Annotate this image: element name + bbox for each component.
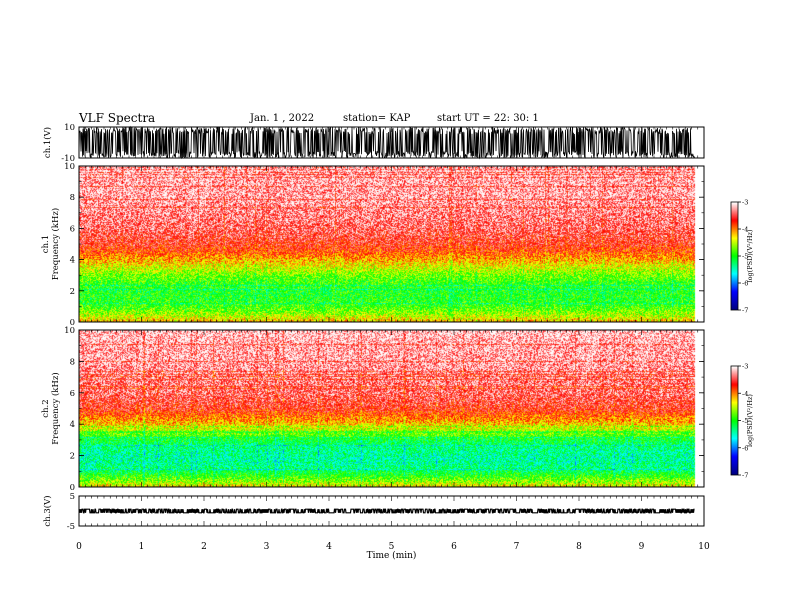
y-axis-label-frequency: Frequency (kHz) bbox=[50, 372, 61, 444]
y-tick-label: 0 bbox=[70, 483, 75, 493]
x-tick-label: 3 bbox=[264, 542, 270, 552]
y-tick-label: 4 bbox=[70, 256, 75, 266]
x-tick-label: 10 bbox=[698, 542, 710, 552]
colorbar-tick-label: -3 bbox=[742, 363, 748, 371]
y-axis-label: ch.3(V) bbox=[42, 495, 53, 526]
y-tick-label: 4 bbox=[70, 420, 75, 430]
y-tick-label: 6 bbox=[70, 389, 75, 399]
x-axis-label: Time (min) bbox=[367, 550, 417, 561]
colorbar-tick-label: -3 bbox=[742, 199, 748, 207]
waveform-ch1 bbox=[78, 125, 695, 160]
start-time-label: start UT = 22: 30: 1 bbox=[437, 113, 539, 124]
y-tick-label: 10 bbox=[64, 326, 75, 336]
spectrogram-ch2 bbox=[79, 330, 704, 487]
y-axis-label-frequency: Frequency (kHz) bbox=[50, 208, 61, 280]
spectrogram-ch1 bbox=[79, 166, 704, 322]
y-tick-label: -10 bbox=[61, 154, 75, 164]
colorbar-ch1 bbox=[731, 202, 738, 310]
colorbar-tick-label: -7 bbox=[742, 472, 748, 480]
x-tick-label: 8 bbox=[576, 542, 582, 552]
date-label: Jan. 1 , 2022 bbox=[250, 113, 315, 124]
x-tick-label: 4 bbox=[326, 542, 332, 552]
colorbar-tick-label: -7 bbox=[742, 307, 748, 315]
colorbar-tick-label: -4 bbox=[742, 390, 748, 398]
colorbar-tick-label: -6 bbox=[742, 280, 748, 288]
colorbar-label: log(PSD)(V²/Hz) bbox=[746, 229, 754, 282]
x-tick-label: 2 bbox=[201, 542, 207, 552]
y-axis-label-channel: ch.2 bbox=[41, 399, 51, 417]
x-tick-label: 5 bbox=[389, 542, 395, 552]
station-label: station= KAP bbox=[343, 113, 411, 124]
colorbar-tick-label: -5 bbox=[742, 417, 748, 425]
y-tick-label: 8 bbox=[70, 357, 75, 367]
colorbar-tick-label: -4 bbox=[742, 226, 748, 234]
y-tick-label: 6 bbox=[70, 224, 75, 234]
x-tick-label: 0 bbox=[76, 542, 82, 552]
y-axis-label-channel: ch.1 bbox=[41, 235, 51, 253]
x-tick-label: 6 bbox=[451, 542, 457, 552]
colorbar-label: log(PSD)(V²/Hz) bbox=[746, 394, 754, 447]
y-axis-label: ch.1(V) bbox=[42, 127, 53, 158]
y-tick-label: 8 bbox=[70, 193, 75, 203]
y-tick-label: 10 bbox=[64, 123, 75, 133]
y-tick-label: -5 bbox=[67, 522, 75, 532]
x-tick-label: 1 bbox=[139, 542, 145, 552]
x-tick-label: 9 bbox=[639, 542, 645, 552]
y-tick-label: 10 bbox=[64, 162, 75, 172]
colorbar-tick-label: -5 bbox=[742, 253, 748, 261]
y-tick-label: 2 bbox=[70, 452, 75, 462]
y-tick-label: 5 bbox=[70, 492, 75, 502]
colorbar-tick-label: -6 bbox=[742, 444, 748, 452]
colorbar-ch2 bbox=[731, 366, 738, 475]
x-tick-label: 7 bbox=[514, 542, 520, 552]
y-tick-label: 0 bbox=[70, 318, 75, 328]
y-tick-label: 2 bbox=[70, 287, 75, 297]
waveform-ch3 bbox=[78, 508, 695, 514]
figure-title: VLF Spectra bbox=[79, 111, 156, 125]
